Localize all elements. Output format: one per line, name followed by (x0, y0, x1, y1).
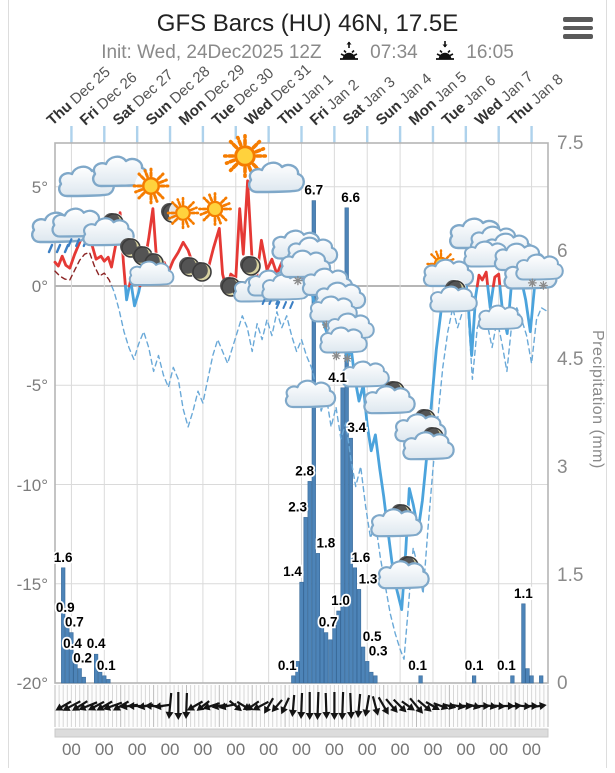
sunrise-time: 07:34 (370, 42, 418, 63)
precip-bar (82, 677, 86, 683)
precip-bar-label: 0.4 (87, 636, 106, 651)
precip-bar-label: 0.3 (369, 643, 388, 658)
precip-bar (308, 481, 312, 683)
precip-bar-label: 0.7 (319, 615, 338, 630)
precip-bar (333, 625, 337, 683)
sun-icon (168, 198, 198, 228)
hour-tick-label: 00 (416, 740, 450, 760)
precip-bar-label: 1.8 (317, 535, 336, 550)
hour-tick-label: 00 (87, 740, 121, 760)
precip-axis-title: Precipitation (mm) (588, 330, 606, 469)
precip-bar (526, 669, 530, 683)
precip-bar-label: 0.5 (363, 629, 382, 644)
precip-tick-label: 0 (557, 673, 568, 695)
precip-bar-label: 6.6 (341, 190, 360, 205)
precip-tick-label: 6 (557, 241, 568, 263)
precip-bar (304, 517, 308, 683)
precip-bar-label: 0.4 (63, 636, 82, 651)
precip-bar (103, 676, 107, 683)
hour-tick-label: 00 (285, 740, 319, 760)
precip-bar (419, 676, 423, 683)
precip-bar (353, 568, 357, 683)
temp-tick-label: -15° (4, 575, 48, 595)
precip-bar-label: 0.1 (465, 658, 484, 673)
precip-bar (530, 676, 534, 683)
precip-bar (329, 640, 333, 683)
precip-bar (539, 676, 543, 683)
precip-bar-label: 0.1 (497, 658, 516, 673)
precip-bar-label: 1.4 (283, 564, 302, 579)
init-line: Init: Wed, 24Dec2025 12Z 07:34 16:05 (0, 40, 615, 64)
precip-bar (374, 676, 378, 683)
precip-tick-label: 7.5 (557, 133, 583, 155)
hour-tick-label: 00 (120, 740, 154, 760)
precip-bar (472, 676, 476, 683)
precip-bar-label: 2.3 (288, 499, 307, 514)
precip-bar (292, 676, 296, 683)
precip-bar (522, 604, 526, 683)
precip-bar-label: 3.4 (347, 420, 366, 435)
temp-tick-label: -10° (4, 476, 48, 496)
precip-bar-label: 0.9 (56, 600, 75, 615)
init-label: Init: Wed, 24Dec2025 12Z (101, 42, 321, 63)
hour-tick-label: 00 (383, 740, 417, 760)
sunset-icon (433, 40, 457, 62)
sunset-time: 16:05 (466, 42, 514, 63)
precip-bar-label: 2.8 (295, 463, 314, 478)
precip-tick-label: 1.5 (557, 565, 583, 587)
temp-tick-label: 0° (4, 277, 48, 297)
precip-bar (357, 589, 361, 683)
hour-tick-label: 00 (153, 740, 187, 760)
sun-icon (199, 193, 230, 224)
precip-tick-label: 4.5 (557, 349, 583, 371)
precip-bar (324, 633, 328, 683)
precip-bar-label: 1.6 (352, 550, 371, 565)
precip-bar (361, 647, 365, 683)
precip-bar (78, 669, 82, 683)
precip-bar-label: 0.1 (408, 658, 427, 673)
precip-bar-label: 4.1 (328, 370, 347, 385)
precip-tick-label: 3 (557, 457, 568, 479)
page-title: GFS Barcs (HU) 46N, 17.5E (0, 10, 615, 38)
precip-bar-label: 0.1 (97, 658, 116, 673)
precip-bar-label: 1.6 (54, 550, 73, 565)
sunrise-icon (337, 40, 361, 62)
temp-tick-label: -20° (4, 674, 48, 694)
precip-bar (365, 661, 369, 683)
page-right-border (606, 0, 607, 768)
hour-tick-label: 00 (350, 740, 384, 760)
hour-tick-label: 00 (449, 740, 483, 760)
hamburger-menu-icon[interactable] (563, 17, 593, 43)
hour-tick-label: 00 (219, 740, 253, 760)
precip-bar-label: 0.2 (73, 651, 92, 666)
hour-tick-label: 00 (317, 740, 351, 760)
wind-band-scrollbar[interactable] (55, 729, 548, 737)
precip-bar (300, 582, 304, 683)
hour-tick-label: 00 (186, 740, 220, 760)
precip-bar-label: 6.7 (304, 183, 323, 198)
temp-tick-label: -5° (4, 376, 48, 396)
precip-bar-label: 0.1 (278, 658, 297, 673)
hour-tick-label: 00 (252, 740, 286, 760)
precip-bar-label: 1.1 (514, 586, 533, 601)
temp-tick-label: 5° (4, 178, 48, 198)
precip-bar-label: 1.3 (359, 571, 378, 586)
sun-icon (134, 169, 168, 203)
precip-bar (98, 672, 102, 683)
precip-bar-label: 1.0 (331, 593, 350, 608)
precip-bar (107, 679, 111, 683)
precip-bar (370, 672, 374, 683)
hour-tick-label: 00 (54, 740, 88, 760)
hour-tick-label: 00 (482, 740, 516, 760)
precip-bar (511, 676, 515, 683)
hour-tick-label: 00 (515, 740, 549, 760)
precip-bar-label: 0.7 (65, 615, 84, 630)
